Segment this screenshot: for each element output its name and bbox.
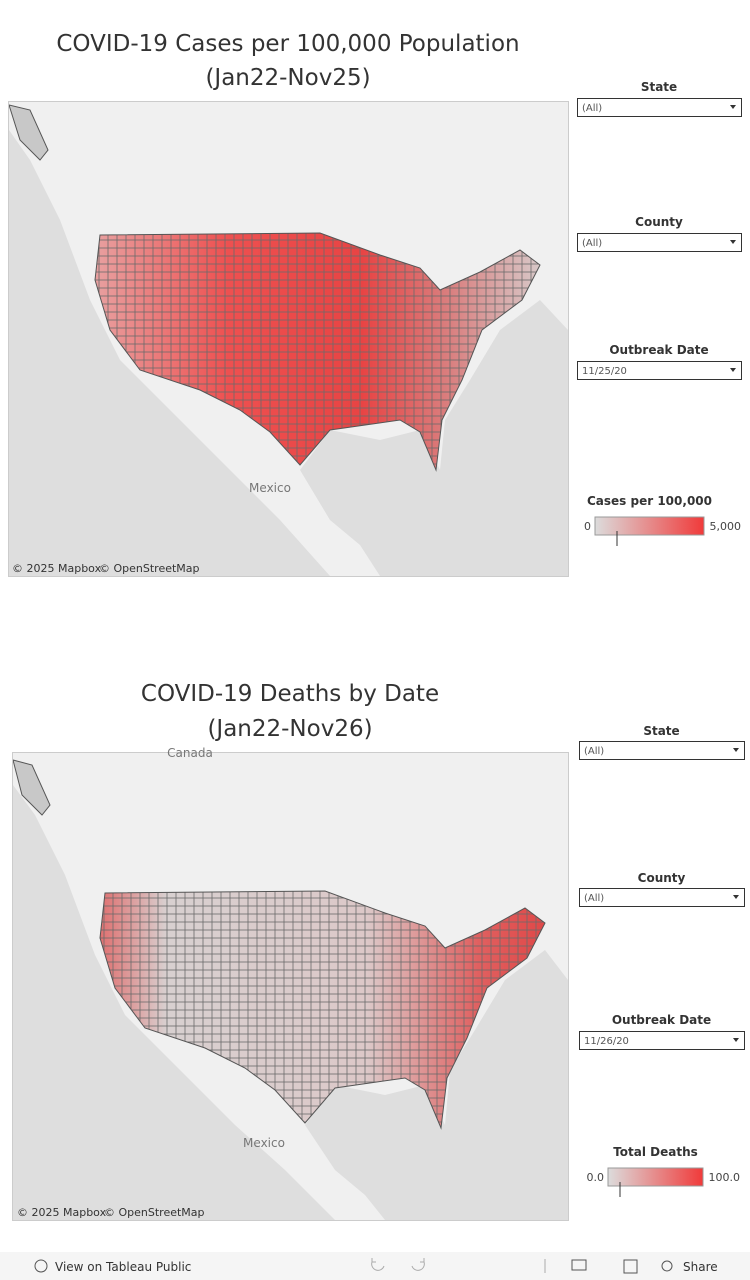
- dashboard-title: COVID-19 Deaths by Date: [141, 681, 439, 707]
- map-place-label: Mexico: [249, 481, 291, 495]
- share-icon[interactable]: [661, 1260, 673, 1272]
- filter-label: State: [643, 724, 679, 738]
- tableau-icon: [34, 1259, 48, 1273]
- legend-max: 5,000: [710, 520, 742, 533]
- device-icon[interactable]: [571, 1259, 587, 1271]
- filter-dropdown[interactable]: [579, 1031, 745, 1050]
- map-place-label: Canada: [167, 746, 213, 760]
- filter-value[interactable]: 11/25/20: [582, 366, 627, 377]
- legend-max: 100.0: [709, 1171, 741, 1184]
- filter-label: Outbreak Date: [609, 343, 708, 357]
- filter-label: County: [638, 871, 686, 885]
- filter-dropdown[interactable]: [579, 741, 745, 760]
- county-borders: [99, 890, 546, 1130]
- dropdown-arrow[interactable]: [730, 240, 736, 244]
- alaska: [9, 104, 49, 161]
- map-frame: [8, 101, 569, 577]
- filter-value[interactable]: 11/26/20: [584, 1036, 629, 1047]
- map-attribution: © OpenStreetMap: [104, 1206, 205, 1219]
- legend-min: 0: [584, 520, 591, 533]
- dropdown-arrow[interactable]: [733, 1038, 739, 1042]
- filter-dropdown[interactable]: [579, 888, 745, 907]
- filter-value[interactable]: (All): [584, 893, 604, 904]
- map-attribution: © 2025 Mapbox: [12, 562, 102, 575]
- filter-label: County: [635, 215, 683, 229]
- filter-dropdown[interactable]: [577, 361, 742, 380]
- filter-label: Outbreak Date: [612, 1013, 711, 1027]
- share-button[interactable]: Share: [683, 1260, 718, 1274]
- fullscreen-icon[interactable]: [623, 1259, 638, 1274]
- dashboard-title: (Jan22-Nov26): [207, 716, 372, 742]
- filter-value[interactable]: (All): [582, 238, 602, 249]
- legend-gradient: [607, 1167, 704, 1187]
- legend-min: 0.0: [587, 1171, 605, 1184]
- map-attribution: © 2025 Mapbox: [17, 1206, 107, 1219]
- dashboard-title: COVID-19 Cases per 100,000 Population: [56, 31, 519, 57]
- filter-value[interactable]: (All): [584, 746, 604, 757]
- map-attribution: © OpenStreetMap: [99, 562, 200, 575]
- view-link[interactable]: View on Tableau Public: [55, 1260, 191, 1274]
- toolbar: [0, 1252, 750, 1280]
- legend-gradient: [594, 516, 705, 536]
- legend-title: Total Deaths: [613, 1145, 698, 1159]
- undo-icon[interactable]: [371, 1258, 385, 1271]
- map[interactable]: [13, 753, 568, 1220]
- filter-dropdown[interactable]: [577, 98, 742, 117]
- dropdown-arrow[interactable]: [733, 748, 739, 752]
- map-place-label: Mexico: [243, 1136, 285, 1150]
- dashboard-title: (Jan22-Nov25): [205, 65, 370, 91]
- alaska: [13, 759, 51, 816]
- map[interactable]: [9, 102, 568, 576]
- filter-value[interactable]: (All): [582, 103, 602, 114]
- filter-label: State: [641, 80, 677, 94]
- dropdown-arrow[interactable]: [730, 105, 736, 109]
- dropdown-arrow[interactable]: [733, 895, 739, 899]
- legend-title: Cases per 100,000: [587, 494, 712, 508]
- filter-dropdown[interactable]: [577, 233, 742, 252]
- county-borders: [94, 232, 541, 472]
- dropdown-arrow[interactable]: [730, 368, 736, 372]
- redo-icon[interactable]: [411, 1258, 425, 1271]
- map-frame: [12, 752, 569, 1221]
